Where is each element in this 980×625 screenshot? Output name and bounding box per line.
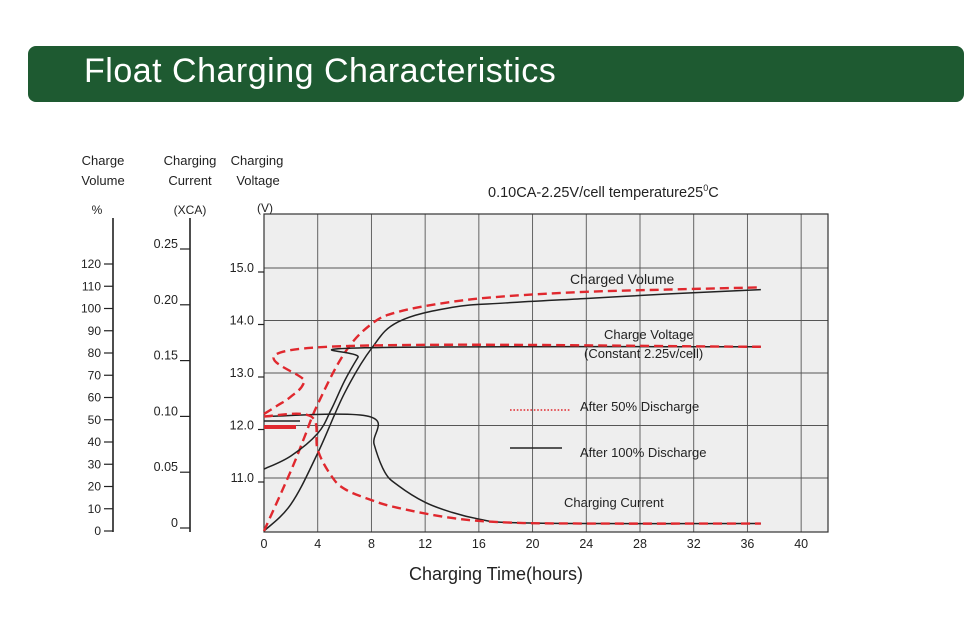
x-tick-label-8: 32	[687, 537, 701, 551]
current-tick-label-0: 0	[171, 516, 178, 530]
page-title: Float Charging Characteristics	[84, 52, 557, 90]
voltage-tick-label-0: 11.0	[231, 471, 254, 485]
current-tick-label-4: 0.20	[154, 293, 178, 307]
voltage-tick-label-2: 13.0	[230, 366, 254, 380]
volume-axis-label-1: Charge	[82, 153, 125, 168]
volume-axis-unit: %	[92, 203, 103, 217]
volume-tick-label-4: 40	[88, 435, 102, 449]
volume-tick-label-9: 90	[88, 324, 102, 338]
volume-axis-label-2: Volume	[81, 173, 124, 188]
curve-charge-voltage-solid	[263, 345, 761, 470]
x-tick-label-9: 36	[740, 537, 754, 551]
x-tick-label-6: 24	[579, 537, 593, 551]
current-start-marker	[264, 425, 296, 429]
curve-charging-current-dashed	[263, 412, 761, 525]
legend-label-100: After 100% Discharge	[580, 445, 706, 460]
voltage-tick-label-3: 14.0	[230, 314, 254, 328]
curve-charging-current-solid	[263, 413, 761, 525]
curve-charge-voltage-dashed	[263, 343, 761, 415]
current-tick-label-1: 0.05	[154, 460, 178, 474]
x-tick-label-4: 16	[472, 537, 486, 551]
voltage-axis-label-1: Charging	[231, 153, 284, 168]
voltage-tick-label-1: 12.0	[230, 419, 254, 433]
x-axis-title: Charging Time(hours)	[409, 564, 583, 584]
volume-tick-label-3: 30	[88, 457, 102, 471]
x-tick-label-0: 0	[261, 537, 268, 551]
volume-tick-label-12: 120	[81, 257, 101, 271]
charged-volume-label: Charged Volume	[570, 271, 675, 287]
charging-current-label: Charging Current	[564, 495, 664, 510]
current-axis-unit: (XCA)	[174, 203, 207, 217]
volume-tick-label-6: 60	[88, 391, 102, 405]
test-condition: 0.10CA-2.25V/cell temperature250C	[488, 183, 719, 201]
voltage-axis-unit: (V)	[257, 201, 273, 215]
curve-charged-volume-solid	[263, 288, 761, 532]
charge-voltage-sub-label: (Constant 2.25v/cell)	[584, 346, 703, 361]
x-tick-label-3: 12	[418, 537, 432, 551]
volume-tick-label-7: 70	[88, 368, 102, 382]
current-axis-label-1: Charging	[164, 153, 217, 168]
plot-border	[263, 213, 829, 533]
volume-tick-label-0: 0	[94, 524, 101, 538]
volume-tick-label-10: 100	[81, 302, 101, 316]
current-tick-label-2: 0.10	[154, 404, 178, 418]
volume-tick-label-5: 50	[88, 413, 102, 427]
voltage-axis-label-2: Voltage	[236, 173, 279, 188]
current-tick-label-5: 0.25	[154, 237, 178, 251]
volume-tick-label-11: 110	[82, 279, 101, 293]
current-tick-label-3: 0.15	[154, 349, 178, 363]
volume-tick-label-1: 10	[88, 502, 102, 516]
voltage-tick-label-4: 15.0	[230, 261, 254, 275]
x-tick-label-2: 8	[368, 537, 375, 551]
volume-tick-label-8: 80	[88, 346, 102, 360]
volume-tick-label-2: 20	[88, 480, 102, 494]
title-banner: Float Charging Characteristics	[28, 46, 964, 102]
x-tick-label-7: 28	[633, 537, 647, 551]
x-tick-label-5: 20	[526, 537, 540, 551]
charge-voltage-label: Charge Voltage	[604, 327, 694, 342]
legend-label-50: After 50% Discharge	[580, 399, 699, 414]
curve-charged-volume-dashed	[262, 286, 761, 532]
x-tick-label-10: 40	[794, 537, 808, 551]
x-tick-label-1: 4	[314, 537, 321, 551]
current-axis-label-2: Current	[168, 173, 212, 188]
